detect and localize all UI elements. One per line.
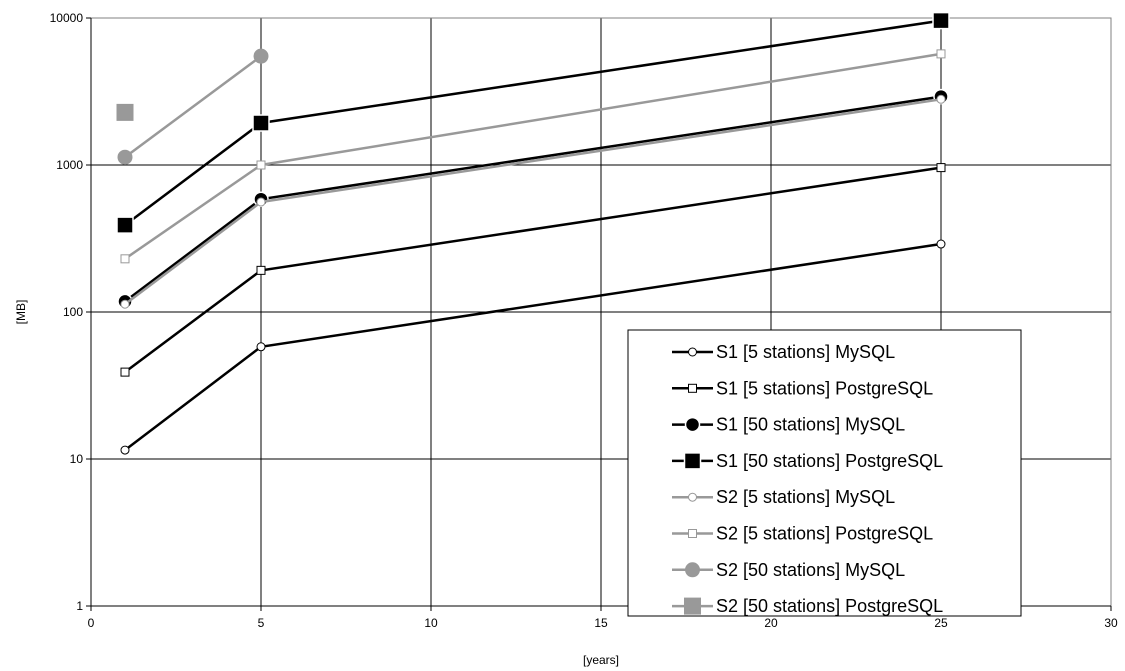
- legend-label: S2 [5 stations] PostgreSQL: [716, 524, 933, 544]
- data-point: [256, 197, 266, 207]
- x-tick-label: 25: [934, 616, 948, 630]
- legend-entry: S1 [50 stations] MySQL: [672, 415, 905, 435]
- series-line: [124, 55, 262, 159]
- x-tick-label: 15: [594, 616, 608, 630]
- series-2: [120, 163, 946, 377]
- x-tick-label: 30: [1104, 616, 1118, 630]
- data-point: [256, 160, 266, 170]
- series-4: [116, 11, 950, 234]
- series-8: [116, 103, 134, 121]
- series-5: [120, 94, 946, 309]
- legend-label: S1 [50 stations] PostgreSQL: [716, 451, 943, 471]
- series-6: [120, 49, 946, 264]
- data-point: [256, 342, 266, 352]
- series: [116, 11, 950, 455]
- data-point: [256, 265, 266, 275]
- legend-label: S1 [50 stations] MySQL: [716, 415, 905, 435]
- y-tick-label: 1000: [56, 158, 83, 172]
- legend-label: S1 [5 stations] PostgreSQL: [716, 378, 933, 398]
- legend-marker: [684, 416, 701, 433]
- legend-marker: [683, 452, 702, 470]
- data-point: [932, 11, 950, 30]
- y-tick-label: 1: [76, 599, 83, 613]
- data-point: [117, 149, 133, 165]
- legend-entry: S1 [50 stations] PostgreSQL: [672, 451, 943, 471]
- legend: S1 [5 stations] MySQL S1 [5 stations] Pos…: [627, 329, 1022, 617]
- legend-entry: S2 [50 stations] PostgreSQL: [672, 596, 943, 616]
- y-tick-label: 100: [63, 305, 83, 319]
- legend-entry: S1 [5 stations] PostgreSQL: [672, 378, 933, 398]
- data-point: [936, 94, 946, 104]
- legend-label: S2 [50 stations] MySQL: [716, 560, 905, 580]
- legend-entry: S2 [50 stations] MySQL: [672, 560, 905, 580]
- legend-label: S2 [5 stations] MySQL: [716, 487, 895, 507]
- legend-marker: [688, 347, 697, 357]
- legend-label: S1 [5 stations] MySQL: [716, 342, 895, 362]
- x-tick-label: 10: [424, 616, 438, 630]
- series-7: [117, 48, 269, 165]
- data-point: [120, 299, 130, 309]
- data-point: [120, 254, 130, 264]
- data-point: [252, 114, 270, 132]
- y-tick-label: 10000: [50, 11, 84, 25]
- x-tick-label: 20: [764, 616, 778, 630]
- legend-entry: S1 [5 stations] MySQL: [672, 342, 895, 362]
- data-point: [120, 445, 130, 455]
- legend-label: S2 [50 stations] PostgreSQL: [716, 596, 943, 616]
- y-tick-label: 10: [70, 452, 84, 466]
- data-point: [936, 239, 946, 249]
- x-tick-label: 0: [88, 616, 95, 630]
- legend-entry: S2 [5 stations] PostgreSQL: [672, 524, 933, 544]
- data-point: [936, 163, 946, 173]
- data-point: [253, 48, 269, 64]
- legend-marker: [688, 492, 697, 502]
- legend-marker: [684, 597, 701, 615]
- y-axis-label: [MB]: [14, 300, 28, 325]
- series-1: [120, 239, 946, 455]
- data-point: [936, 49, 946, 59]
- data-point: [116, 216, 134, 234]
- x-tick-label: 5: [258, 616, 265, 630]
- legend-marker: [688, 529, 697, 538]
- legend-entry: S2 [5 stations] MySQL: [672, 487, 895, 507]
- legend-marker: [685, 562, 700, 578]
- data-point: [116, 103, 134, 121]
- data-point: [120, 367, 130, 377]
- x-axis-label: [years]: [583, 653, 619, 667]
- legend-marker: [688, 383, 697, 393]
